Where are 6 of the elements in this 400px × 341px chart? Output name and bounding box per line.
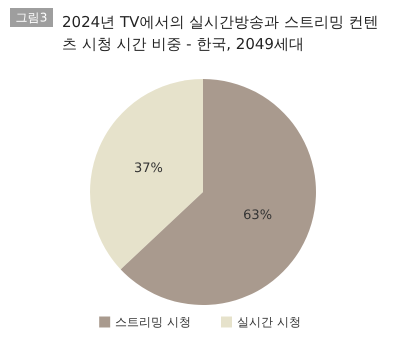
caption: 그림3 (16, 10, 48, 24)
legend-label: 스트리밍 시청 (115, 315, 192, 329)
legend-label: 실시간 시청 (237, 315, 301, 329)
data-label: 63% (243, 208, 272, 224)
data-label: 37% (134, 160, 163, 176)
chart-title: 2024년 TV에서의 실시간방송과 스트리밍 컨텐츠 시청 시간 비중 - 한국, 2049세대 (62, 13, 379, 53)
